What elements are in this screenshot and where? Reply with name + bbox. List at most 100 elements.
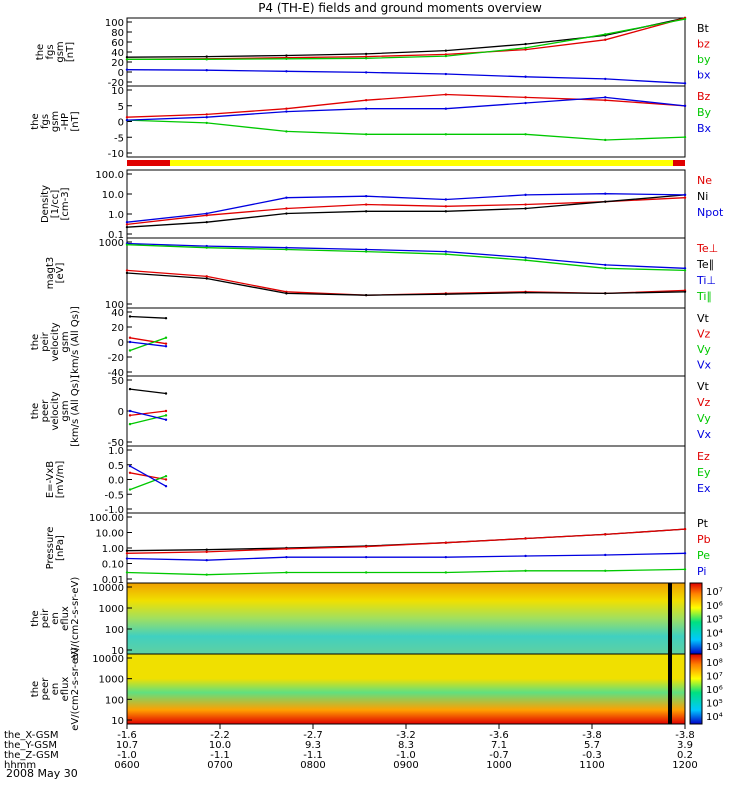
panel-frame (126, 85, 686, 158)
data-point (524, 291, 527, 294)
data-point (444, 93, 448, 96)
data-point (205, 573, 208, 576)
panel-density: 100.0 10.0 1.0 0.1 Density [1/cc] [cm-3] Ne Ni Np… (40, 169, 724, 241)
data-point (444, 250, 448, 253)
data-point (444, 49, 448, 52)
data-point (524, 554, 527, 558)
y-tick-label: 1.00 (102, 544, 124, 555)
series-line-Bx (126, 96, 686, 121)
x-row-value: -1.1 (303, 750, 323, 761)
y-axis-label: [km/s (All Qs)] (70, 306, 81, 378)
data-point (444, 198, 448, 201)
panel-pressure: 100.00 10.00 1.00 0.10 0.01 Pressure [nPa] Pt Pb… (45, 512, 711, 586)
y-axis-label: the (30, 113, 41, 129)
data-point (683, 193, 687, 197)
x-row-value: 7.1 (491, 740, 507, 751)
data-point (128, 340, 132, 344)
data-point (125, 55, 129, 59)
legend-entry: Vz (697, 328, 711, 341)
y-tick-label: 100.00 (89, 513, 124, 524)
data-point (364, 107, 368, 110)
series-line-Bz (126, 93, 686, 118)
y-tick-label: 40 (111, 48, 124, 59)
spectrogram-gap (668, 583, 672, 654)
data-point (285, 54, 288, 57)
y-axis-label: -HP (60, 113, 71, 130)
y-axis-label: Density (40, 185, 51, 223)
y-tick-label: -50 (108, 438, 124, 449)
y-tick-label: 10 (111, 646, 124, 657)
data-point (128, 387, 132, 391)
data-point (205, 212, 208, 215)
data-point (524, 203, 527, 206)
data-point (285, 555, 288, 559)
y-tick-label: 1000 (99, 604, 124, 615)
y-tick-label: 1.0 (108, 210, 124, 221)
y-axis-label: E=-VxB (45, 461, 56, 498)
y-tick-label: 10000 (92, 654, 124, 665)
legend-entry: Pe (697, 549, 710, 562)
data-point (128, 315, 132, 318)
legend-entry: By (697, 106, 712, 119)
y-axis-label: velocity (50, 391, 61, 430)
colorbar-peer_en_eflux (689, 653, 703, 725)
data-point (524, 256, 527, 259)
data-point (683, 552, 687, 555)
data-point (604, 99, 607, 102)
data-point (364, 571, 368, 574)
data-point (125, 557, 129, 560)
data-point (604, 263, 607, 267)
data-point (205, 58, 208, 61)
y-axis-label: [nT] (65, 42, 76, 62)
data-point (364, 99, 368, 102)
data-point (444, 293, 448, 296)
data-point (128, 336, 132, 339)
y-tick-label: 60 (111, 38, 124, 49)
data-point (285, 547, 288, 551)
x-axis-labels: the_X-GSM -1.6 -2.2 -2.7 -3.2 -3.6 -3.8 -3.8 the… (4, 724, 698, 771)
legend-entry: bx (697, 69, 711, 82)
y-axis-label: the (30, 681, 41, 697)
y-tick-label: 20 (111, 323, 124, 334)
series-line-Vz (129, 410, 167, 417)
data-point (125, 118, 129, 122)
y-tick-label: 100.0 (95, 170, 124, 181)
y-tick-label: 0.0 (108, 476, 124, 487)
series-line-Vt (129, 315, 167, 319)
series-line-Vt (129, 388, 167, 395)
series-line-bz (126, 17, 686, 60)
x-row-label: the_X-GSM (4, 730, 58, 741)
legend-entry: Vt (697, 380, 710, 393)
data-point (444, 571, 448, 574)
y-tick-label: 1.0 (108, 446, 124, 457)
data-point (205, 55, 208, 58)
y-tick-label: -40 (108, 368, 124, 379)
panel-temperature: 1000 100 magt3 [eV] Te⊥ Te∥ Ti⊥ Ti∥ (45, 237, 718, 311)
y-tick-label: -5 (114, 133, 124, 144)
data-point (364, 203, 368, 206)
legend-entry: Ey (697, 466, 711, 479)
y-axis-label: peer (40, 399, 51, 423)
y-axis-label: the (30, 334, 41, 350)
data-point (524, 133, 527, 136)
x-row-value: 9.3 (305, 740, 321, 751)
data-point (444, 72, 448, 76)
y-axis-label: Pressure (45, 527, 56, 570)
data-point (524, 258, 527, 262)
y-tick-label: 80 (111, 28, 124, 39)
x-row-value: 3.9 (677, 740, 693, 751)
data-point (205, 113, 208, 116)
data-point (285, 110, 288, 113)
data-point (164, 418, 168, 421)
series-line-bx (126, 69, 686, 84)
data-point (125, 271, 129, 275)
panel-peer_en_eflux: 10⁸ 10⁷ 10⁶ 10⁵ 10⁴ 10000 1000 100 10 the peer en ef… (30, 647, 723, 731)
data-point (164, 345, 168, 348)
x-row-value: -3.2 (396, 730, 416, 741)
series-line-Vx (129, 410, 167, 421)
x-row-value: -1.6 (117, 730, 137, 741)
mode-bar-fast (170, 160, 673, 166)
x-row-value: -3.8 (675, 730, 695, 741)
x-row-value: -3.6 (489, 730, 509, 741)
